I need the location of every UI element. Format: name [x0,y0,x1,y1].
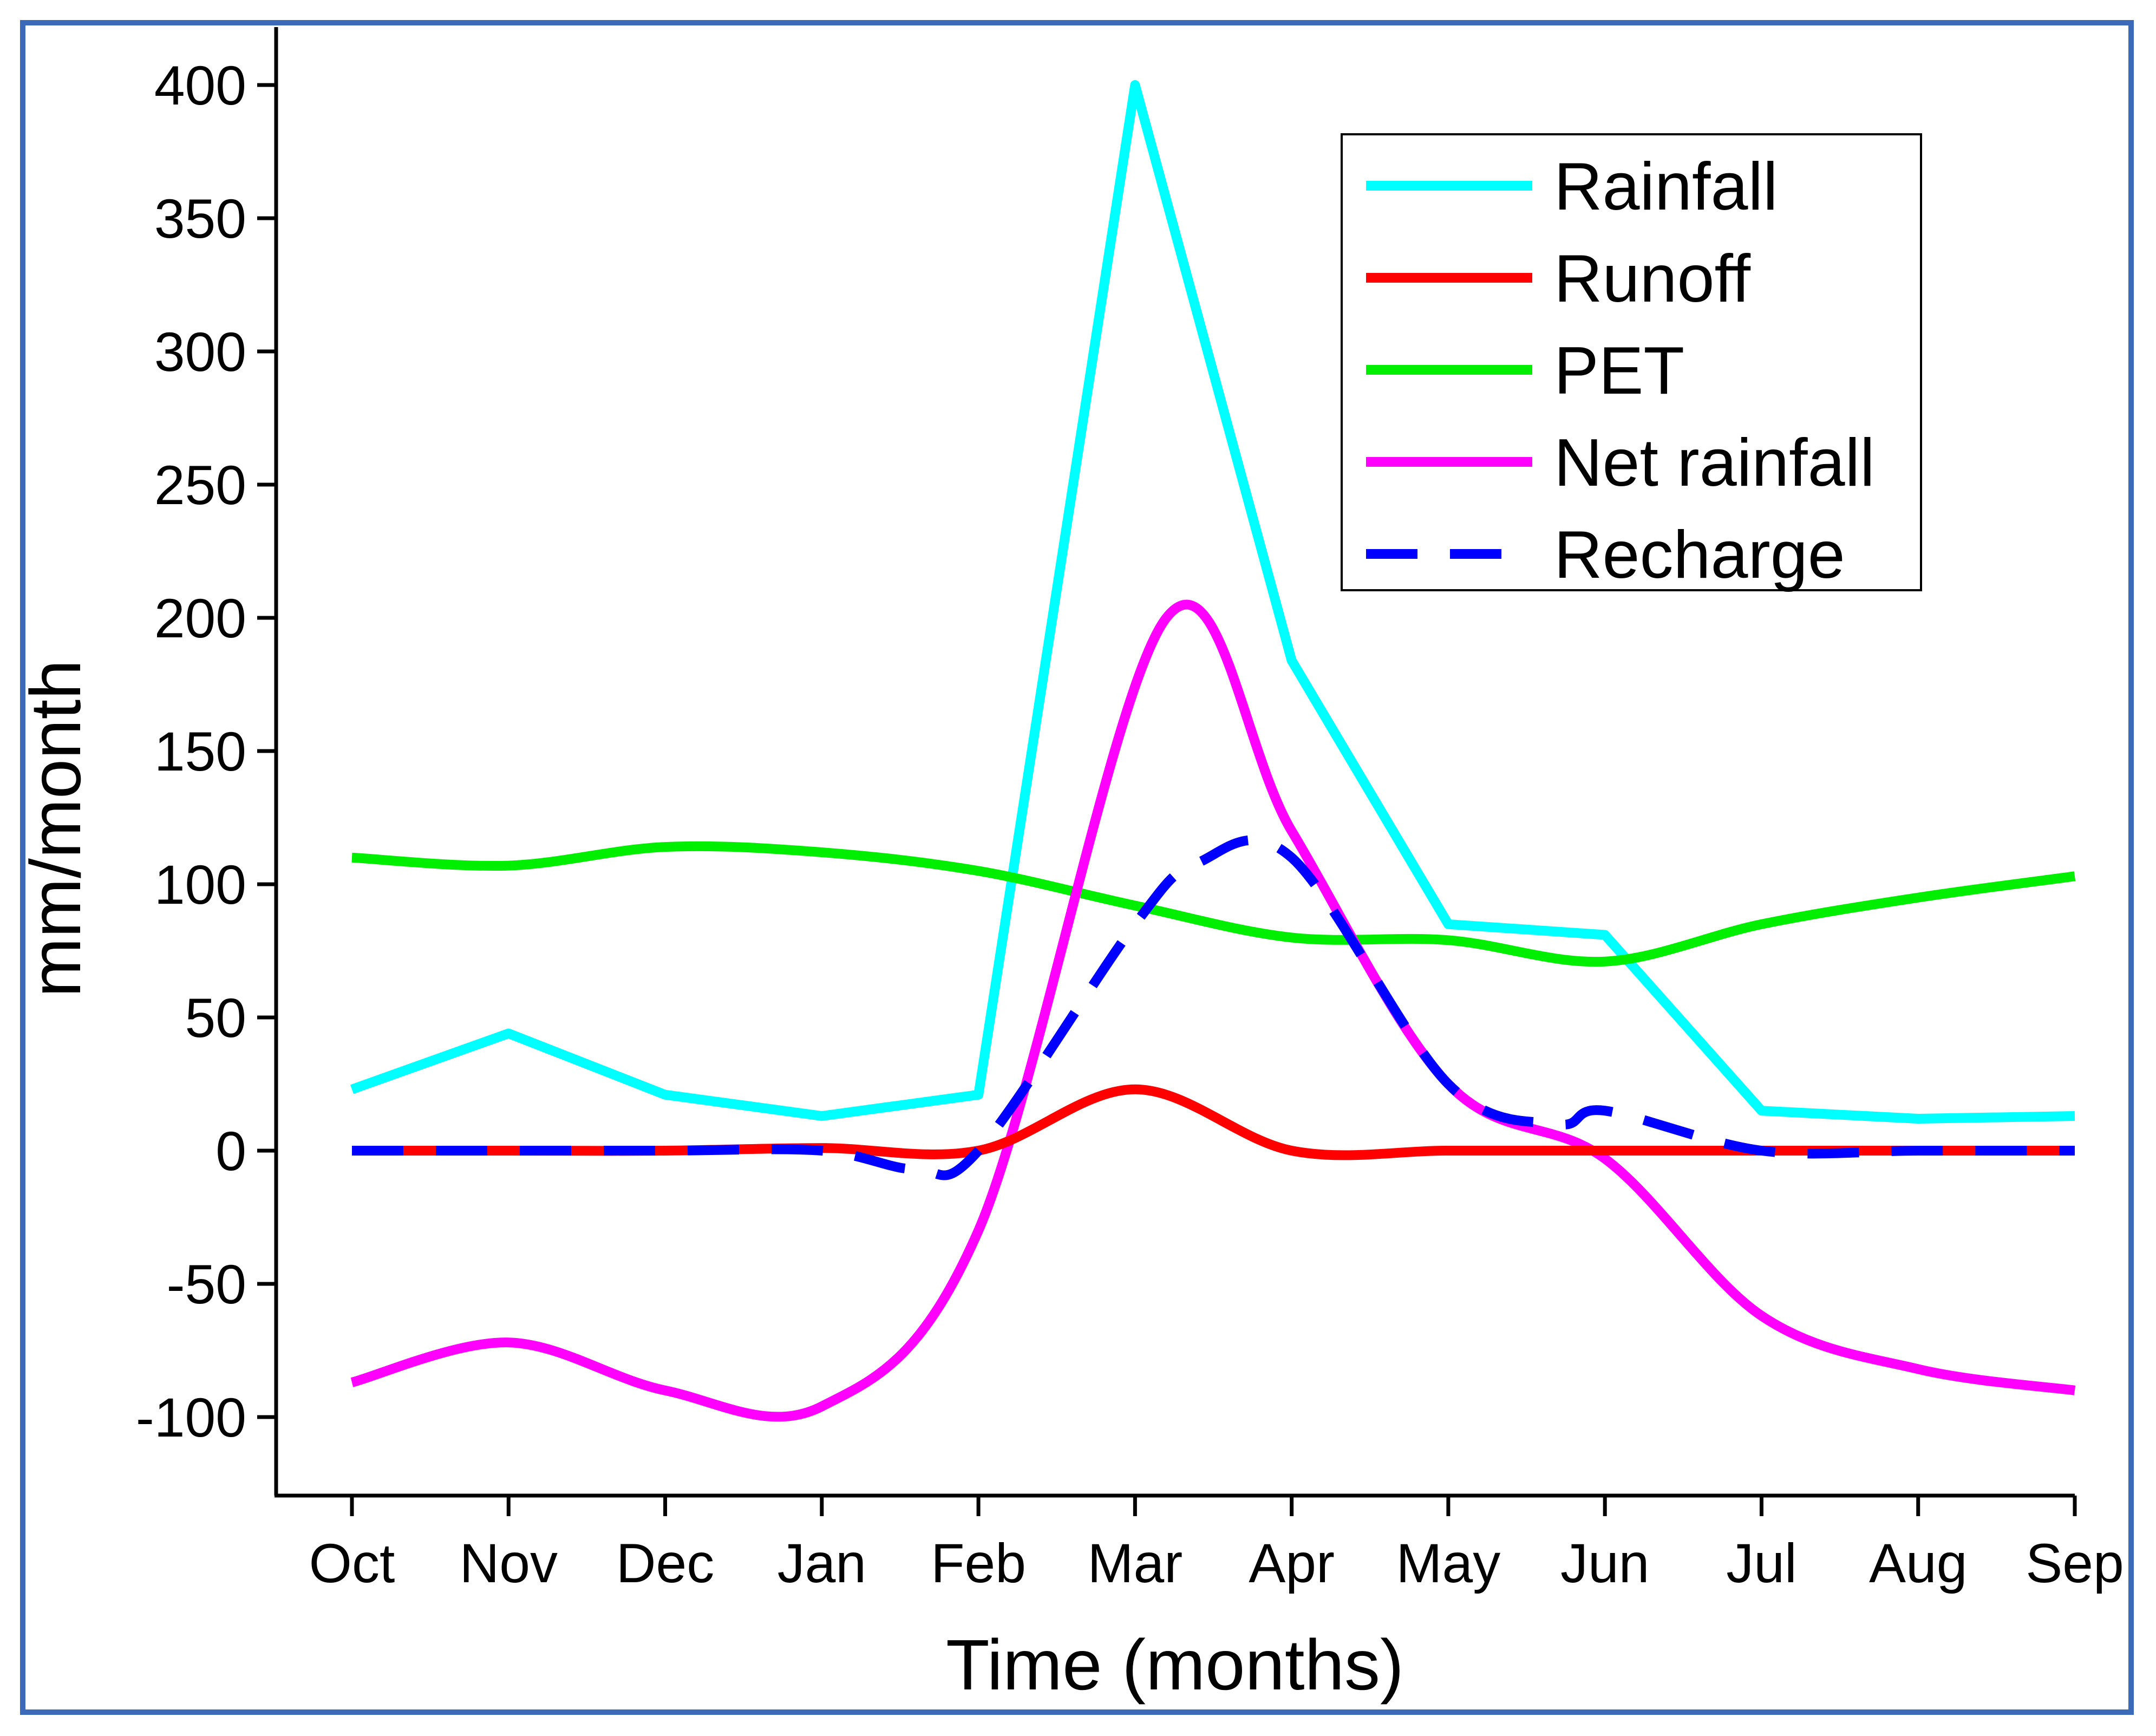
legend-label-recharge: Recharge [1554,518,1845,592]
y-tick-label: 150 [154,721,246,782]
legend-label-pet: PET [1554,334,1684,408]
x-tick-label: Mar [1088,1532,1183,1594]
x-tick-label: Dec [616,1532,714,1594]
series-line-rainfall [350,80,2075,1124]
legend-label-rainfall: Rainfall [1554,149,1778,224]
x-tick-label: Nov [460,1532,558,1594]
y-tick-label: 250 [154,454,246,516]
series-line-recharge [352,835,2075,1180]
x-tick-label: Aug [1869,1532,1968,1594]
x-tick-label: Sep [2026,1532,2124,1594]
y-tick-label: 300 [154,321,246,383]
y-tick-label: 350 [154,188,246,250]
legend-label-net-rainfall: Net rainfall [1554,426,1875,500]
legend-label-runoff: Runoff [1554,242,1751,316]
x-tick-label: Jan [778,1532,866,1594]
y-tick-label: 100 [154,854,246,916]
y-tick-label: 0 [215,1120,246,1182]
legend-box [1341,133,1922,591]
y-tick-label: 50 [185,987,246,1049]
y-tick-label: 400 [154,55,246,116]
x-tick-label: Apr [1249,1532,1335,1594]
x-axis-title: Time (months) [946,1625,1404,1705]
y-tick-label: -50 [167,1254,246,1315]
x-tick-label: Oct [309,1532,395,1594]
y-tick-label: -100 [136,1387,246,1448]
series-line-pet [351,841,2076,967]
x-tick-label: Jun [1560,1532,1649,1594]
y-tick-label: 200 [154,588,246,649]
x-tick-label: May [1396,1532,1501,1594]
x-tick-label: Feb [931,1532,1026,1594]
y-axis-title: mm/month [16,660,95,997]
x-tick-label: Jul [1726,1532,1796,1594]
series-line-net-rainfall [350,599,2076,1422]
